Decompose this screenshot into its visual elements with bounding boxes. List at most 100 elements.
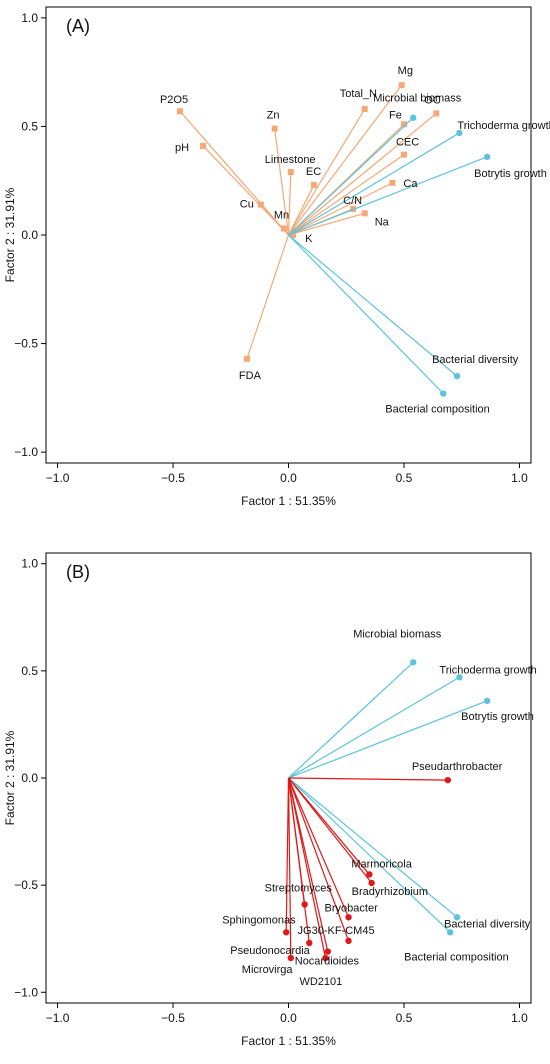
y-tick-label: 0.0	[21, 228, 38, 242]
loading-point	[398, 82, 405, 89]
loading-point	[271, 125, 278, 132]
loading-vector	[288, 112, 437, 236]
point-label: Microvirga	[242, 964, 294, 976]
loading-point	[322, 954, 329, 962]
loading-vector	[246, 234, 290, 359]
loading-point	[410, 114, 417, 121]
point-label: pH	[175, 142, 189, 154]
loading-vector	[288, 777, 448, 781]
point-label: Pseudarthrobacter	[412, 761, 503, 773]
point-label: Trichoderma growth	[439, 664, 536, 676]
loading-point	[444, 776, 452, 784]
panel-label: (A)	[66, 16, 90, 36]
x-tick-label: −1.0	[46, 1011, 70, 1025]
loading-vector	[288, 84, 403, 236]
point-label: Mn	[274, 209, 289, 221]
point-label: Bacterial diversity	[432, 354, 519, 366]
loading-point	[287, 169, 294, 176]
loading-vector	[287, 777, 310, 944]
panel-label: (B)	[66, 562, 90, 582]
point-label: WD2101	[299, 976, 342, 988]
loading-vector	[274, 128, 290, 236]
y-tick-label: 0.5	[21, 119, 38, 133]
point-label: Bacterial composition	[404, 951, 509, 963]
point-label: Total_N	[340, 88, 377, 100]
loading-vector	[288, 156, 488, 236]
loading-vector	[288, 212, 365, 236]
loading-vector	[288, 777, 451, 933]
y-tick-label: −0.5	[14, 337, 38, 351]
loading-point	[345, 914, 352, 921]
point-label: Limestone	[265, 154, 316, 166]
y-axis-title: Factor 2 : 31.91%	[3, 730, 17, 825]
loading-vector	[287, 172, 292, 236]
loading-point	[200, 142, 207, 149]
point-label: Cu	[240, 199, 254, 211]
x-axis-title: Factor 1 : 51.35%	[241, 1034, 336, 1048]
loading-vector	[288, 132, 460, 236]
loading-point	[366, 871, 373, 878]
loading-vector	[287, 777, 327, 959]
loading-point	[310, 182, 317, 189]
loading-point	[282, 929, 290, 936]
point-label: Botrytis growth	[474, 168, 547, 180]
point-label: Streptomyces	[265, 882, 333, 894]
loading-point	[483, 153, 491, 161]
point-label: JG30-KF-CM45	[298, 925, 375, 937]
loading-point	[456, 674, 463, 681]
point-label: P2O5	[160, 94, 188, 106]
point-label: Bacterial diversity	[444, 918, 531, 930]
loading-point	[287, 954, 295, 962]
point-label: Marmoricola	[351, 858, 412, 870]
point-label: Bradyrhizobium	[352, 886, 428, 898]
point-label: Fe	[389, 109, 402, 121]
point-label: Ca	[403, 178, 418, 190]
loading-point	[410, 659, 417, 666]
point-label: Bacterial composition	[385, 404, 490, 416]
x-tick-label: 0.5	[396, 471, 413, 485]
loading-vector	[288, 182, 393, 236]
y-tick-label: −1.0	[14, 985, 38, 999]
point-label: Trichoderma growth	[457, 120, 550, 132]
x-tick-label: 0.0	[280, 471, 297, 485]
loading-point	[453, 372, 461, 380]
loading-vector	[287, 108, 366, 236]
loading-vector	[287, 184, 315, 236]
loading-point	[389, 179, 396, 186]
loading-vector	[287, 777, 292, 959]
loading-point	[368, 879, 375, 887]
y-axis-title: Factor 2 : 31.91%	[3, 187, 17, 282]
loading-point	[400, 121, 407, 128]
x-tick-label: −0.5	[161, 1011, 185, 1025]
point-label: Pseudonocardia	[230, 945, 310, 957]
loading-vector	[288, 777, 373, 884]
loading-vector	[285, 777, 290, 933]
x-tick-label: 0.5	[396, 1011, 413, 1025]
point-label: EC	[306, 166, 321, 178]
loading-point	[483, 697, 491, 705]
loading-point	[456, 129, 463, 137]
loading-point	[345, 937, 352, 945]
y-tick-label: 1.0	[21, 557, 38, 571]
loading-vector	[287, 777, 350, 942]
loading-vector	[288, 117, 414, 236]
loading-vector	[288, 777, 458, 918]
loading-point	[324, 948, 331, 955]
loading-point	[176, 108, 183, 115]
point-label: Microbial biomass	[373, 93, 462, 105]
point-label: Microbial biomass	[353, 628, 442, 640]
y-tick-label: −0.5	[14, 878, 38, 892]
point-label: Mg	[398, 65, 413, 77]
loading-point	[433, 110, 440, 117]
point-label: C/N	[343, 195, 362, 207]
x-tick-label: 1.0	[511, 471, 528, 485]
point-label: Na	[375, 216, 390, 228]
x-tick-label: −1.0	[46, 471, 70, 485]
point-label: Botrytis growth	[461, 711, 534, 723]
loading-point	[290, 232, 297, 238]
loading-vector	[288, 700, 488, 779]
y-tick-label: −1.0	[14, 445, 38, 459]
loading-point	[306, 939, 313, 947]
loading-point	[280, 225, 287, 232]
